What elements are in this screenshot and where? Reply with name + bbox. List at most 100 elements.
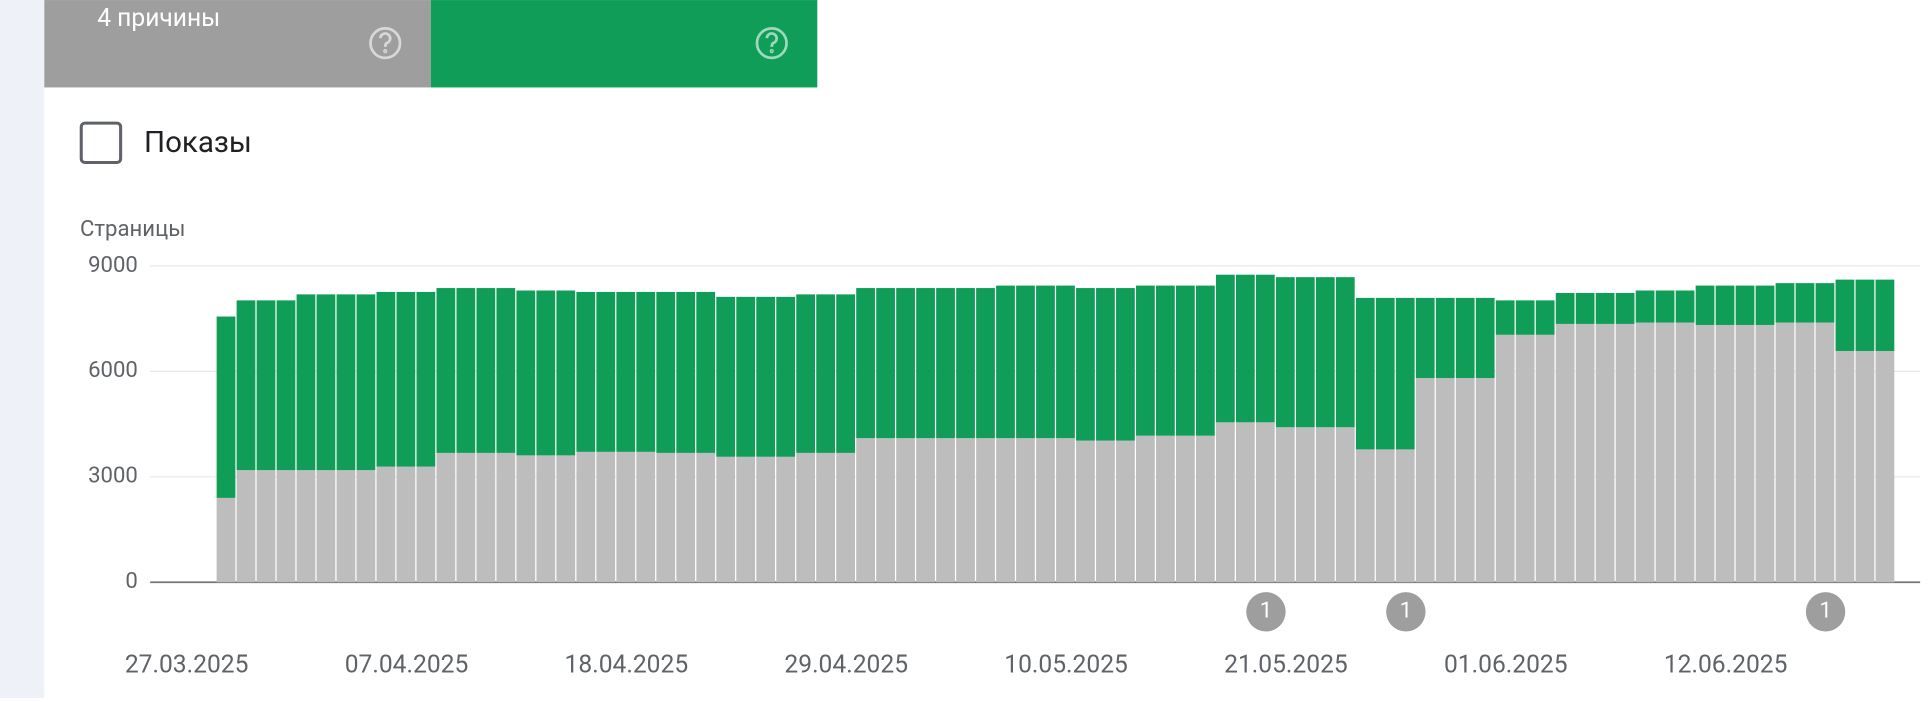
bar-segment [1615, 292, 1635, 324]
bar-segment [236, 300, 256, 471]
card[interactable] [44, 0, 431, 88]
bar-segment [1036, 438, 1055, 583]
bar-segment [376, 291, 396, 467]
bar-segment [1415, 378, 1435, 583]
bar-segment [1355, 297, 1375, 450]
annotation-label: 1 [1819, 598, 1831, 624]
annotation-marker[interactable] [1246, 592, 1286, 632]
bar-segment [536, 290, 556, 456]
bar-segment [616, 451, 636, 583]
checkbox[interactable] [79, 121, 123, 165]
bar-segment [1555, 292, 1575, 324]
bar-segment [836, 294, 855, 453]
help-icon[interactable] [369, 27, 402, 60]
bar-segment [1395, 297, 1415, 450]
bar-segment [696, 291, 716, 453]
bar-segment [1695, 324, 1715, 583]
bar-segment [716, 456, 736, 583]
x-tick-label: 21.05.2025 [1224, 650, 1348, 679]
bar-segment [536, 455, 556, 583]
bar-segment [356, 294, 376, 471]
bar-segment [336, 470, 356, 583]
bar-segment [556, 290, 576, 456]
bar-segment [1096, 440, 1115, 583]
bar-segment [576, 291, 596, 452]
bar-segment [296, 294, 316, 471]
bar-segment [396, 466, 416, 583]
bar-segment [696, 452, 716, 583]
bar-segment [1795, 322, 1815, 583]
bar-segment [736, 456, 756, 583]
bar-segment [1475, 297, 1495, 379]
bar-segment [1655, 322, 1675, 583]
bar-segment [816, 452, 835, 583]
bar-segment [1295, 427, 1315, 583]
x-tick-label: 18.04.2025 [565, 650, 689, 679]
bar-segment [1515, 300, 1535, 335]
bar-segment [756, 296, 776, 457]
bar-segment [1855, 279, 1875, 351]
bar-segment [876, 438, 895, 583]
checkbox-label[interactable]: Показы [144, 126, 252, 160]
bar-segment [1335, 427, 1355, 583]
bar-segment [856, 438, 875, 583]
card[interactable] [430, 0, 818, 88]
bar-segment [1835, 279, 1855, 351]
bar-segment [1675, 322, 1695, 583]
bar-segment [756, 456, 776, 583]
x-tick-label: 10.05.2025 [1004, 650, 1128, 679]
bar-segment [1076, 288, 1095, 441]
bar-segment [1275, 427, 1295, 583]
bar-segment [596, 451, 616, 583]
bar-segment [1455, 297, 1475, 379]
bar-segment [1855, 350, 1875, 583]
bar-segment [1116, 288, 1135, 441]
bar-segment [1495, 334, 1515, 583]
bar-segment [776, 296, 796, 457]
y-tick-label: 3000 [88, 463, 138, 489]
bar-segment [1016, 438, 1035, 583]
x-tick-label: 12.06.2025 [1664, 650, 1788, 679]
bar-segment [676, 452, 696, 583]
x-tick-label: 27.03.2025 [125, 650, 249, 679]
bar-segment [1315, 277, 1335, 428]
bar-segment [916, 438, 935, 583]
bar-segment [676, 291, 696, 453]
bar-segment [1775, 322, 1795, 583]
bar-segment [256, 300, 276, 471]
bar-segment [1435, 378, 1455, 583]
bar-segment [1215, 274, 1235, 423]
bar-segment [1735, 324, 1755, 583]
bar-segment [1755, 324, 1775, 583]
bar-segment [936, 288, 955, 439]
bar-segment [1335, 277, 1355, 428]
bar-segment [1375, 297, 1395, 450]
bar-segment [816, 294, 835, 453]
bar-segment [1495, 300, 1515, 335]
bar-segment [296, 470, 316, 583]
bar-segment [596, 291, 616, 452]
bar-segment [616, 291, 636, 452]
bar-segment [1156, 435, 1175, 583]
bar-segment [1255, 274, 1275, 423]
bar-segment [316, 294, 336, 471]
bar-segment [1675, 290, 1695, 323]
bar-segment [996, 285, 1015, 439]
card-label: 4 причины [97, 4, 220, 33]
bar-segment [1215, 422, 1235, 583]
y-tick-label: 0 [125, 568, 137, 594]
annotation-marker[interactable] [1805, 592, 1846, 632]
bar-segment [796, 452, 816, 583]
bar-segment [1875, 279, 1895, 351]
bar-segment [976, 288, 995, 439]
bar-segment [1735, 285, 1755, 325]
bar-segment [856, 288, 875, 439]
bar-segment [496, 288, 516, 453]
annotation-marker[interactable] [1386, 592, 1426, 632]
bar-segment [1595, 292, 1615, 324]
bar-segment [1695, 285, 1715, 325]
bar-segment [1235, 274, 1255, 423]
bar-segment [1715, 324, 1735, 583]
help-icon[interactable] [755, 27, 788, 60]
